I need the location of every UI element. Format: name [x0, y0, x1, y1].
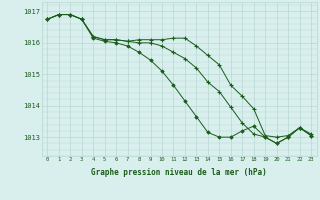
- X-axis label: Graphe pression niveau de la mer (hPa): Graphe pression niveau de la mer (hPa): [91, 168, 267, 177]
